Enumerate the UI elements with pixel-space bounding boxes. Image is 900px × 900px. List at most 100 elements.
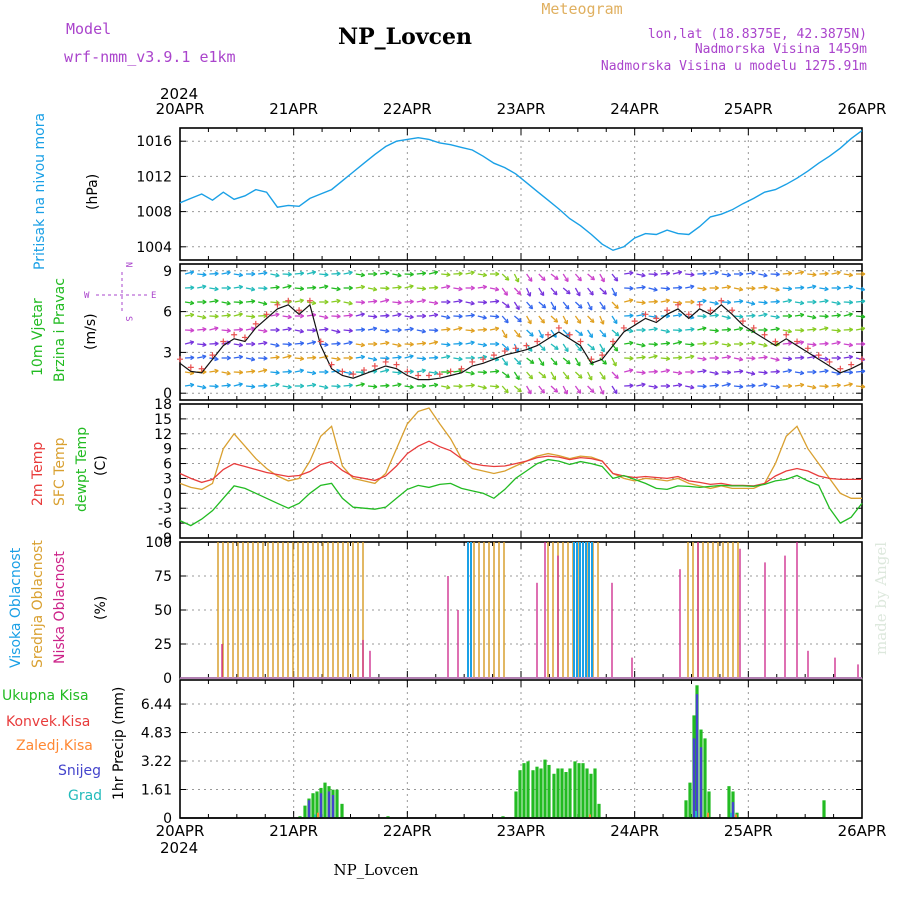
wind-arrowhead bbox=[189, 382, 195, 388]
wind-arrowhead bbox=[541, 373, 547, 379]
wind-arrow bbox=[636, 273, 646, 277]
wind-arrowhead bbox=[787, 298, 793, 304]
wind-arrow bbox=[306, 371, 316, 374]
wind-gust-mark bbox=[610, 338, 617, 345]
wind-arrowhead bbox=[665, 328, 671, 334]
wind-arrow bbox=[319, 315, 329, 319]
wind-arrow bbox=[819, 300, 829, 303]
wind-arrowhead bbox=[613, 277, 619, 282]
wind-arrow bbox=[599, 315, 605, 325]
bottom-date-label: 20APR bbox=[156, 822, 205, 840]
wind-arrow bbox=[794, 314, 804, 317]
wind-arrow bbox=[221, 271, 231, 275]
wind-arrow bbox=[270, 383, 280, 387]
wind-arrow bbox=[672, 371, 682, 374]
top-date-label: 21APR bbox=[269, 100, 318, 118]
wind-arrowhead bbox=[434, 327, 439, 333]
high-cloud-ylabel: Visoka Oblacnost bbox=[8, 547, 24, 668]
wind-arrow bbox=[648, 385, 658, 388]
wind-arrowhead bbox=[540, 389, 545, 394]
wind-arrow bbox=[770, 315, 780, 318]
wind-arrow bbox=[587, 315, 595, 323]
wind-arrow bbox=[672, 271, 682, 275]
wind-arrow bbox=[843, 286, 853, 289]
wind-arrowhead bbox=[470, 340, 475, 346]
wind-arrowhead bbox=[360, 354, 366, 360]
wind-arrowhead bbox=[750, 301, 756, 306]
wind-gust-mark bbox=[177, 356, 183, 363]
wind-arrow bbox=[831, 301, 841, 305]
wind-arrow bbox=[367, 385, 378, 388]
wind-arrow bbox=[404, 315, 414, 318]
wind-gust-mark bbox=[371, 363, 378, 369]
wind-arrowhead bbox=[202, 384, 207, 390]
wind-arrowhead bbox=[726, 369, 732, 375]
wind-arrowhead bbox=[336, 286, 341, 292]
wind-arrow bbox=[526, 371, 534, 380]
wind-arrow bbox=[282, 315, 292, 318]
wind-arrowhead bbox=[763, 342, 768, 348]
wind-arrowhead bbox=[505, 303, 510, 309]
wind-arrowhead bbox=[409, 354, 414, 359]
wind-arrow bbox=[660, 329, 670, 333]
wind-arrow bbox=[538, 357, 545, 366]
wind-arrowhead bbox=[526, 292, 532, 297]
wind-arrowhead bbox=[629, 328, 634, 334]
total-precip-bar bbox=[531, 770, 535, 818]
wind-arrow bbox=[807, 385, 817, 389]
wind-arrowhead bbox=[576, 291, 581, 297]
wind-arrow bbox=[428, 301, 438, 304]
wind-arrow bbox=[416, 357, 426, 360]
wind-arrow bbox=[807, 273, 817, 276]
wind-arrow bbox=[807, 343, 817, 346]
wind-compass: W E N S bbox=[84, 262, 156, 321]
wind-arrowhead bbox=[409, 314, 414, 320]
precip-unit: 1hr Precip (mm) bbox=[111, 687, 127, 800]
y-tick-label: 50 bbox=[154, 603, 172, 619]
wind-arrowhead bbox=[812, 299, 817, 305]
wind-arrow bbox=[465, 341, 475, 345]
wind-arrowhead bbox=[299, 356, 305, 362]
wind-gust-mark bbox=[490, 352, 497, 359]
top-date-label: 20APR bbox=[156, 100, 205, 118]
wind-gust-mark bbox=[674, 301, 681, 308]
wind-arrowhead bbox=[238, 354, 244, 360]
total-precip-bar bbox=[581, 763, 585, 818]
wind-arrowhead bbox=[214, 271, 219, 277]
wind-arrow bbox=[685, 385, 695, 389]
wind-arrow bbox=[550, 371, 557, 381]
wind-arrowhead bbox=[666, 383, 671, 389]
wind-arrow bbox=[611, 301, 619, 309]
wind-arrowhead bbox=[202, 284, 207, 290]
wind-arrow bbox=[453, 327, 463, 331]
wind-arrow bbox=[501, 357, 508, 366]
wind-arrow bbox=[794, 271, 804, 275]
wind-arrowhead bbox=[214, 368, 219, 374]
wind-arrow bbox=[648, 328, 658, 331]
wind-arrowhead bbox=[287, 271, 292, 277]
wind-arrowhead bbox=[482, 385, 487, 390]
wind-gust-mark bbox=[458, 365, 465, 372]
wind-arrowhead bbox=[275, 272, 280, 278]
wind-arrowhead bbox=[799, 370, 805, 376]
frozen-precip-bar bbox=[735, 814, 737, 818]
wind-arrowhead bbox=[588, 306, 593, 311]
wind-arrow bbox=[526, 385, 532, 395]
wind-gust-mark bbox=[783, 331, 790, 338]
wind-arrowhead bbox=[202, 299, 207, 305]
wind-arrowhead bbox=[653, 299, 658, 305]
wind-arrow bbox=[501, 301, 510, 308]
wind-arrowhead bbox=[446, 384, 451, 390]
wind-arrow bbox=[733, 287, 743, 291]
credit-label: made by Angel bbox=[872, 542, 890, 655]
wind-arrow bbox=[831, 329, 841, 332]
wind-arrow bbox=[209, 287, 219, 290]
wind-arrow bbox=[550, 329, 557, 338]
total-precip-bar bbox=[311, 793, 315, 818]
wind-gust-mark bbox=[231, 331, 238, 338]
wind-arrow bbox=[599, 287, 607, 295]
wind-arrow bbox=[587, 273, 595, 281]
wind-arrowhead bbox=[421, 340, 427, 346]
wind-arrowhead bbox=[601, 305, 606, 310]
wind-arrowhead bbox=[690, 342, 695, 348]
